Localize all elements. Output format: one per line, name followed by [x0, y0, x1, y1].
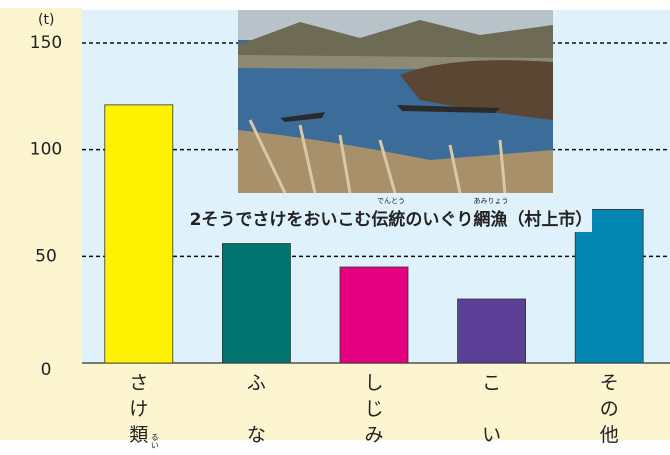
photo-caption: 2そうでさけをおいこむ伝統のいぐり網漁（村上市） [190, 209, 593, 230]
bar [221, 243, 291, 364]
x-tick-label: しじみ [364, 372, 383, 446]
caption-ruby: あみりょう [474, 197, 509, 205]
category-ruby: るい [150, 433, 159, 449]
caption-ruby: でんとう [377, 197, 405, 205]
x-tick-label: ふな [247, 372, 266, 446]
photo [238, 10, 553, 194]
caption-background [188, 204, 592, 232]
x-tick-label: その他 [600, 372, 619, 446]
bar [104, 104, 174, 364]
axis-background [0, 8, 82, 440]
x-tick-label: さけ類 [129, 372, 148, 446]
bar [574, 208, 644, 364]
x-tick-label: こい [482, 372, 501, 446]
unit-label: (t) [38, 12, 54, 28]
bar [457, 298, 527, 364]
y-tick-label: 0 [41, 360, 52, 380]
y-tick-label: 50 [35, 246, 57, 266]
y-tick-label: 100 [30, 140, 62, 160]
category-background [82, 363, 670, 440]
bar [339, 266, 409, 364]
y-tick-label: 150 [30, 33, 62, 53]
